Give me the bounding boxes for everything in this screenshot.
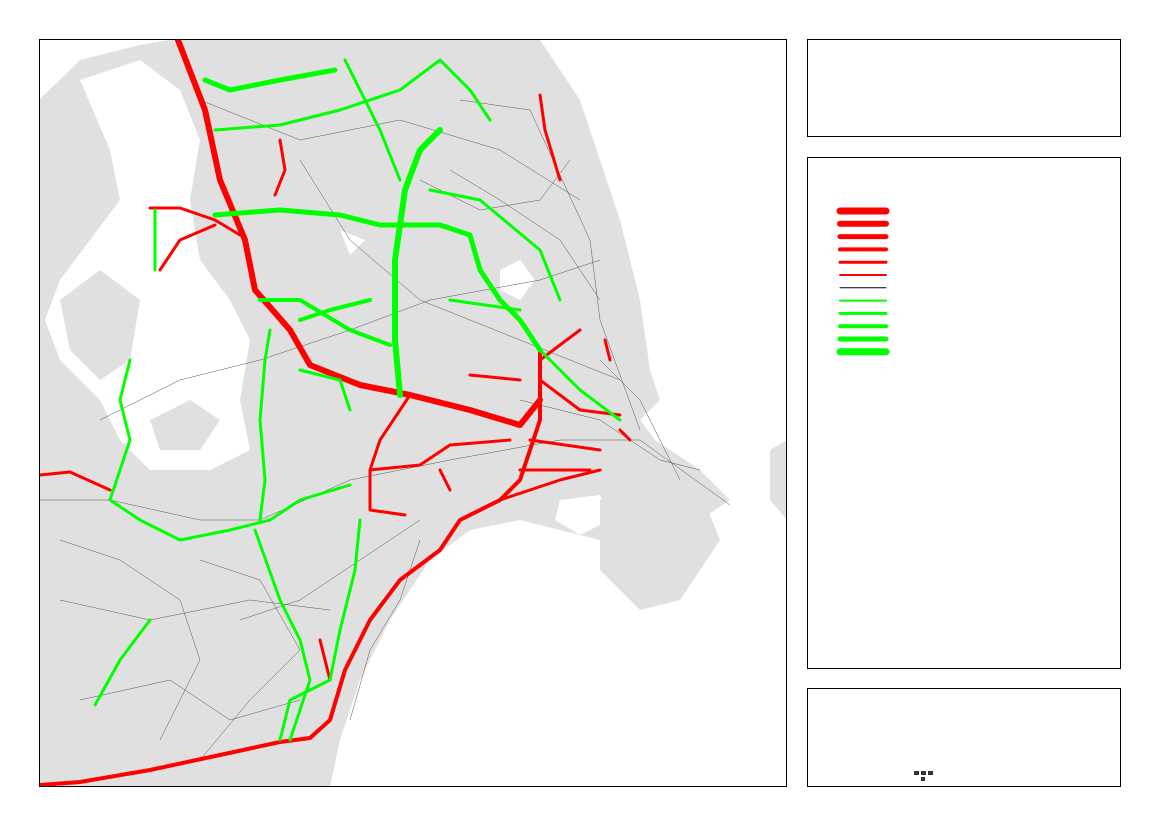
legend-panel	[807, 157, 1121, 669]
green-links	[93, 58, 622, 742]
legend	[836, 207, 890, 356]
red-links	[39, 39, 632, 787]
title-panel	[807, 39, 1121, 137]
logo	[914, 771, 933, 781]
info-panel	[807, 688, 1121, 787]
map	[39, 39, 787, 787]
map-frame	[39, 39, 787, 787]
